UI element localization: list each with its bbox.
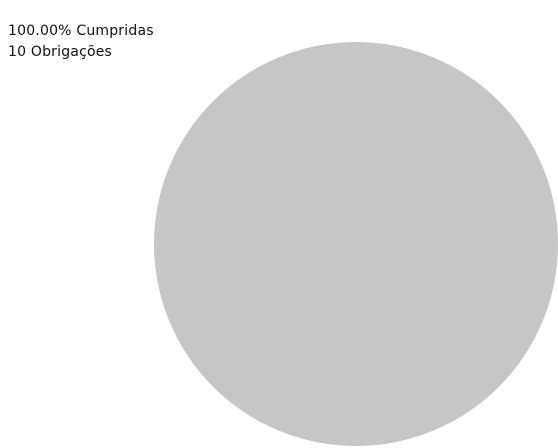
chart-summary: 100.00% Cumpridas 10 Obrigações: [8, 21, 154, 63]
pie-slice-0: [154, 42, 558, 446]
obligations-count-label: 10 Obrigações: [8, 44, 113, 60]
percent-complete-label: 100.00% Cumpridas: [8, 23, 154, 39]
